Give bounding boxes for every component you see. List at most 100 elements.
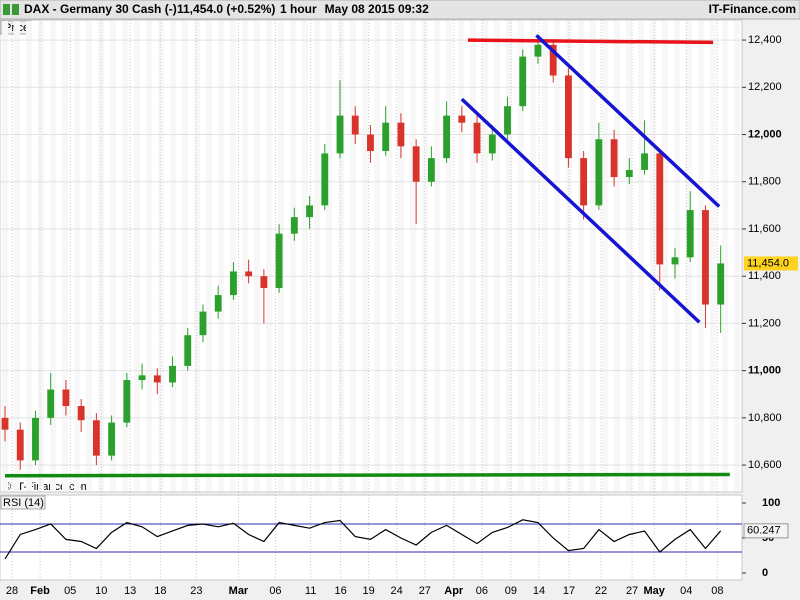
band [230, 21, 236, 491]
band [290, 21, 296, 491]
rsi-tick-label: 0 [762, 567, 768, 579]
candle-body [169, 365, 176, 383]
candle-body [595, 139, 603, 206]
band [506, 21, 512, 491]
band [194, 21, 200, 491]
x-tick-label: 23 [190, 585, 202, 597]
candle-body [625, 169, 633, 178]
band [494, 21, 500, 491]
candle-body [260, 276, 268, 288]
band [722, 21, 728, 491]
band [662, 21, 668, 491]
last-price-box [744, 256, 798, 271]
quote: 11,454.0 (+0.52%) [177, 2, 275, 16]
candle-body [549, 44, 557, 76]
band [254, 21, 260, 491]
candle-body [16, 429, 24, 461]
header-bar [0, 0, 800, 20]
band [374, 21, 380, 491]
candle-body [367, 134, 374, 152]
candle-body [488, 134, 496, 154]
band [362, 21, 368, 491]
band [158, 21, 164, 491]
band [518, 21, 524, 491]
trend-line [460, 97, 701, 324]
rsi-tick-label: 100 [762, 497, 780, 509]
candle-body [336, 115, 344, 154]
band [98, 21, 104, 491]
band [86, 21, 92, 491]
copyright: © IT-Finance.com [3, 481, 90, 493]
band [62, 21, 68, 491]
candle-body [641, 153, 648, 170]
x-tick-label: Mar [229, 585, 249, 597]
band [638, 21, 644, 491]
x-tick-label: 18 [154, 585, 166, 597]
band [710, 21, 716, 491]
candle-body [77, 406, 85, 421]
x-tick-label: 08 [711, 585, 723, 597]
brand: IT-Finance.com [709, 2, 796, 16]
band [698, 21, 704, 491]
candle-body [1, 417, 9, 430]
x-tick-label: 06 [476, 585, 488, 597]
x-tick-label: 06 [269, 585, 281, 597]
band [26, 21, 32, 491]
candle-body [412, 146, 420, 182]
candle-body [671, 257, 679, 265]
x-tick-label: Feb [30, 585, 50, 597]
icon [12, 4, 19, 15]
candle-body [92, 420, 100, 456]
x-tick-label: 24 [391, 585, 403, 597]
x-tick-label: 09 [505, 585, 517, 597]
candle-body [153, 375, 161, 383]
band [410, 21, 416, 491]
band [674, 21, 680, 491]
x-tick-label: 13 [124, 585, 136, 597]
rsi-label: RSI (14) [3, 497, 44, 509]
y-tick-label: 11,200 [748, 317, 781, 329]
y-tick-label: 11,400 [748, 270, 781, 282]
trend-line [467, 38, 714, 45]
rsi-last-label: 60.247 [747, 525, 781, 537]
plot: 28 Feb 05 10 13 18 23 Mar 06 11 16 19 24 27 Apr 06 09 14 1… [0, 20, 798, 597]
band [554, 21, 560, 491]
candle-body [427, 158, 435, 182]
band [170, 21, 176, 491]
x-tick-label: Apr [444, 585, 464, 597]
band [446, 21, 452, 491]
candle-body [62, 389, 70, 407]
rsi-line [4, 519, 722, 560]
x-tick-label: May [643, 585, 665, 597]
y-tick-label: 12,400 [748, 34, 782, 46]
band [602, 21, 608, 491]
band [14, 21, 20, 491]
band [470, 21, 476, 491]
candle-body [610, 139, 618, 178]
band [122, 21, 128, 491]
band [302, 21, 308, 491]
y-tick-label: 12,200 [748, 81, 782, 93]
band [50, 21, 56, 491]
candle-body [702, 210, 709, 305]
band [182, 21, 188, 491]
candle-body [321, 153, 329, 206]
candle-body [306, 205, 313, 218]
candle-body [473, 122, 481, 154]
band [542, 21, 548, 491]
candle-body [214, 295, 222, 312]
interval: 1 hour [280, 2, 317, 16]
band [578, 21, 584, 491]
band [422, 21, 428, 491]
candle-body [138, 375, 146, 381]
x-tick-label: 10 [95, 585, 107, 597]
band [38, 21, 44, 491]
chart-title: DAX - Germany 30 Cash (-) [24, 2, 177, 16]
band [146, 21, 152, 491]
candle-body [245, 271, 253, 277]
y-tick-label: 11,600 [748, 223, 781, 235]
candle-body [717, 263, 725, 305]
band [218, 21, 224, 491]
band [134, 21, 140, 491]
